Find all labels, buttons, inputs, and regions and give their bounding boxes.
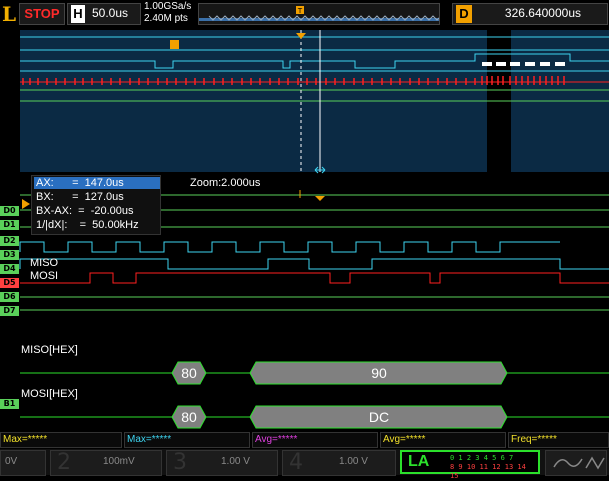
channel-2-box[interactable]: 2 100mV	[50, 450, 162, 476]
zoom-trigger-marker-icon	[315, 191, 325, 205]
signal-label-miso: MISO	[30, 257, 59, 269]
trigger-position-marker[interactable]	[296, 6, 304, 14]
horizontal-scale-value: 50.0us	[92, 6, 129, 20]
channel-label-d0[interactable]: D0	[0, 206, 19, 216]
svg-text:T: T	[297, 7, 303, 15]
channel-2-scale: 100mV	[103, 456, 135, 467]
cursor-frequency-value: 1/|dX|: = 50.00kHz	[36, 219, 139, 231]
zoom-timebase: Zoom:2.000us	[190, 177, 261, 189]
channel-3-box[interactable]: 3 1.00 V	[166, 450, 278, 476]
measurement-bar: Max=***** Max=***** Avg=***** Avg=***** …	[0, 432, 609, 448]
waveform-generator-button[interactable]	[545, 450, 607, 476]
channel-label-d7[interactable]: D7	[0, 306, 19, 316]
measurement-freq[interactable]: Freq=*****	[508, 432, 609, 448]
mosi-trace	[20, 272, 609, 284]
mosi-packet-label: DC	[369, 409, 389, 425]
channel-4-box[interactable]: 4 1.00 V	[282, 450, 396, 476]
cursor-ax-value[interactable]: AX: = 147.0us	[34, 177, 160, 189]
miso-packet-label: 80	[181, 365, 197, 381]
signal-label-mosi: MOSI	[30, 270, 59, 282]
channel-label-d4[interactable]: D4	[0, 264, 19, 274]
channel-label-d2[interactable]: D2	[0, 236, 19, 246]
logic-channel-grid: 0 1 2 3 4 5 6 7 8 9 10 11 12 13 14 15	[450, 454, 538, 481]
d3-clock-trace	[19, 241, 560, 253]
trigger-position-waveform: T	[199, 6, 446, 21]
channel-label-d3[interactable]: D3	[0, 250, 19, 260]
channel-3-scale: 1.00 V	[221, 456, 250, 467]
channel-2-number: 2	[57, 450, 71, 475]
channel-label-d5[interactable]: D5	[0, 278, 19, 288]
miso-packet-80	[171, 361, 207, 385]
logic-analyzer-button[interactable]: LA 0 1 2 3 4 5 6 7 8 9 10 11 12 13 14 15	[400, 450, 540, 480]
top-status-bar: L STOP H 50.0us 1.00GSa/s 2.40M pts T D …	[0, 0, 609, 28]
delay-value: 326.640000us	[504, 6, 581, 20]
miso-trace	[19, 258, 609, 270]
channel-label-d1[interactable]: D1	[0, 220, 19, 230]
run-stop-button[interactable]: STOP	[19, 3, 65, 25]
mosi-packet-label: 80	[181, 409, 197, 425]
trigger-position-bar[interactable]: T	[198, 3, 446, 25]
miso-packet-label: 90	[371, 365, 387, 381]
delay-box[interactable]: D 326.640000us	[452, 3, 608, 25]
sine-wave-icon	[553, 456, 605, 470]
logic-channels-low: 0 1 2 3 4 5 6 7	[450, 454, 514, 462]
channel-3-number: 3	[173, 450, 187, 475]
trigger-level-icon	[22, 198, 30, 212]
acquisition-info: 1.00GSa/s 2.40M pts	[144, 1, 191, 25]
channel-4-scale: 1.00 V	[339, 456, 368, 467]
decode-label-miso: MISO[HEX]	[21, 344, 78, 356]
overview-trigger-marker	[170, 40, 179, 49]
cursor-delta-value: BX-AX: = -20.00us	[36, 205, 134, 217]
decode-label-mosi: MOSI[HEX]	[21, 388, 78, 400]
measurement-max-1[interactable]: Max=*****	[0, 432, 122, 448]
horizontal-scale-label: H	[71, 5, 85, 23]
zoomed-waveform-area[interactable]: 80 90 80 DC	[0, 190, 609, 432]
miso-packet-90	[249, 361, 508, 385]
overview-waveform	[20, 30, 609, 172]
logic-channels-high: 8 9 10 11 12 13 14 15	[450, 463, 526, 480]
cursor-bx-value: BX: = 127.0us	[36, 191, 124, 203]
overview-waveform-window[interactable]	[20, 30, 609, 172]
delay-label: D	[456, 5, 472, 23]
channel-1-scale: 0V	[5, 456, 18, 467]
mosi-packet-dc	[249, 405, 508, 429]
channel-4-number: 4	[289, 450, 303, 475]
brand-logo: L	[2, 2, 17, 26]
memory-depth: 2.40M pts	[144, 13, 188, 24]
trigger-point-icon[interactable]	[296, 30, 306, 44]
channel-label-b1[interactable]: B1	[0, 399, 19, 409]
overview-mosi-edges	[22, 76, 565, 85]
cursor-measurement-panel[interactable]: AX: = 147.0us BX: = 127.0us BX-AX: = -20…	[31, 175, 161, 235]
channel-1-box[interactable]: 0V	[0, 450, 46, 476]
channel-label-d6[interactable]: D6	[0, 292, 19, 302]
measurement-max-2[interactable]: Max=*****	[124, 432, 250, 448]
measurement-avg-2[interactable]: Avg=*****	[380, 432, 506, 448]
sample-rate: 1.00GSa/s	[144, 1, 192, 12]
cursor-a-handle-icon[interactable]	[313, 164, 327, 178]
horizontal-scale-box[interactable]: H 50.0us	[67, 3, 141, 25]
measurement-avg-1[interactable]: Avg=*****	[252, 432, 378, 448]
mosi-packet-80	[171, 405, 207, 429]
logic-analyzer-label: LA	[408, 453, 430, 470]
channel-bottom-bar: 0V 2 100mV 3 1.00 V 4 1.00 V LA 0 1 2 3 …	[0, 449, 609, 480]
